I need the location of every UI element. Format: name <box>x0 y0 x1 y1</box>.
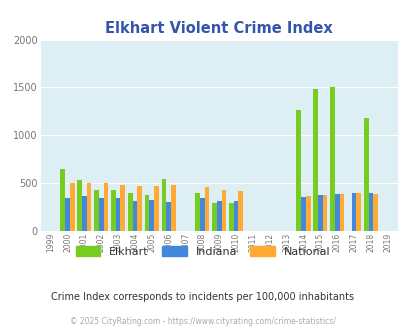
Bar <box>334 194 339 231</box>
Bar <box>128 193 132 231</box>
Bar <box>115 198 120 231</box>
Bar <box>161 179 166 231</box>
Bar <box>204 187 209 231</box>
Bar <box>132 201 137 231</box>
Bar <box>154 186 158 231</box>
Bar <box>317 195 322 231</box>
Bar <box>200 198 204 231</box>
Bar <box>238 191 243 231</box>
Bar <box>149 200 154 231</box>
Title: Elkhart Violent Crime Index: Elkhart Violent Crime Index <box>105 21 332 36</box>
Text: © 2025 CityRating.com - https://www.cityrating.com/crime-statistics/: © 2025 CityRating.com - https://www.city… <box>70 317 335 326</box>
Bar <box>195 193 200 231</box>
Bar <box>301 197 305 231</box>
Bar <box>171 185 175 231</box>
Bar <box>103 183 108 231</box>
Bar <box>228 203 233 231</box>
Bar <box>216 201 221 231</box>
Bar <box>145 195 149 231</box>
Bar <box>221 190 226 231</box>
Bar <box>322 195 326 231</box>
Bar <box>87 183 91 231</box>
Bar <box>372 194 377 231</box>
Bar <box>356 193 360 231</box>
Bar <box>77 180 82 231</box>
Bar <box>82 196 87 231</box>
Bar <box>351 193 356 231</box>
Bar <box>363 118 368 231</box>
Bar <box>305 196 310 231</box>
Bar <box>339 194 343 231</box>
Bar <box>111 190 115 231</box>
Bar <box>296 111 301 231</box>
Bar <box>94 190 99 231</box>
Bar <box>329 87 334 231</box>
Bar <box>99 197 103 231</box>
Bar <box>313 89 317 231</box>
Bar <box>212 203 216 231</box>
Bar <box>70 183 75 231</box>
Bar <box>233 201 238 231</box>
Bar <box>166 202 171 231</box>
Text: Crime Index corresponds to incidents per 100,000 inhabitants: Crime Index corresponds to incidents per… <box>51 292 354 302</box>
Bar <box>120 185 125 231</box>
Bar <box>60 169 65 231</box>
Bar <box>137 185 142 231</box>
Bar <box>368 193 372 231</box>
Legend: Elkhart, Indiana, National: Elkhart, Indiana, National <box>72 242 333 260</box>
Bar <box>65 198 70 231</box>
